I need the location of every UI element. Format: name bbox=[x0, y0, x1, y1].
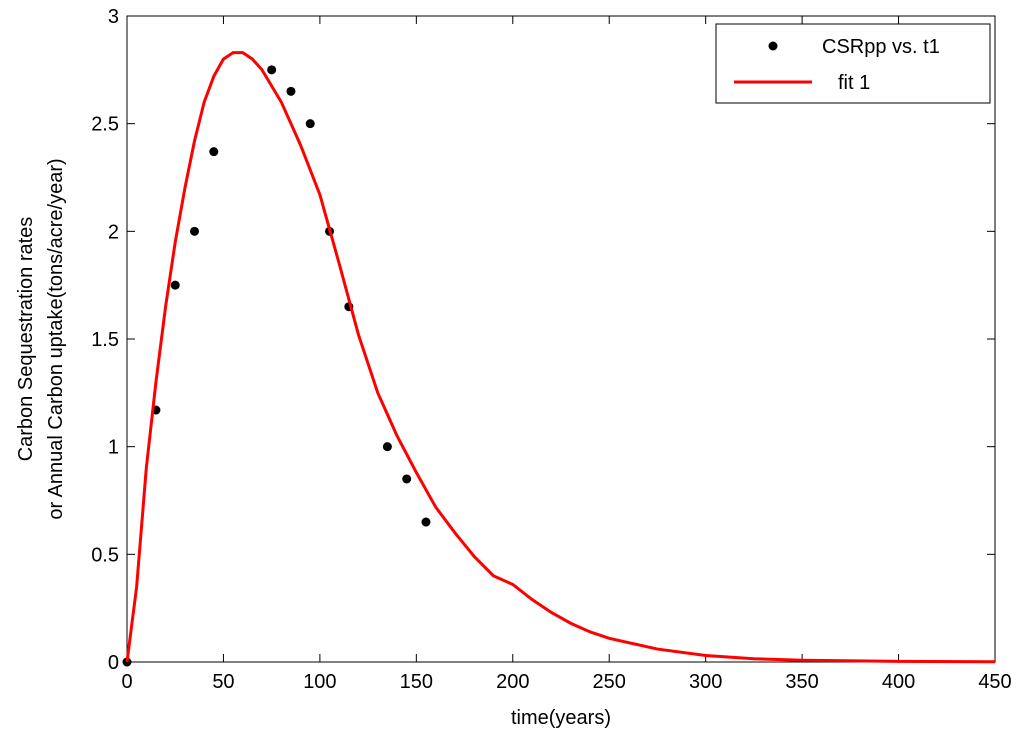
y-tick-label: 0 bbox=[108, 652, 119, 674]
x-tick-label: 400 bbox=[882, 671, 915, 693]
data-point bbox=[170, 280, 180, 290]
y-tick-label: 1 bbox=[108, 437, 119, 459]
legend-label: fit 1 bbox=[838, 72, 870, 94]
data-point bbox=[286, 86, 296, 96]
plot-area bbox=[126, 15, 996, 663]
x-tick-label: 200 bbox=[496, 671, 529, 693]
x-tick-label: 50 bbox=[212, 671, 234, 693]
data-point bbox=[402, 474, 412, 484]
x-tick-label: 300 bbox=[689, 671, 722, 693]
data-point bbox=[190, 226, 200, 236]
y-axis-label: or Annual Carbon uptake(tons/acre/year) bbox=[45, 158, 67, 519]
fit-line bbox=[125, 51, 996, 664]
y-tick-label: 3 bbox=[108, 6, 119, 28]
y-tick-label: 2.5 bbox=[91, 114, 119, 136]
x-tick-label: 150 bbox=[400, 671, 433, 693]
data-point bbox=[267, 65, 277, 75]
data-point bbox=[382, 442, 392, 452]
x-tick-label: 350 bbox=[785, 671, 818, 693]
x-tick-label: 450 bbox=[978, 671, 1011, 693]
legend-box bbox=[715, 23, 991, 104]
data-point bbox=[209, 147, 219, 157]
y-tick-label: 2 bbox=[108, 221, 119, 243]
y-tick-label: 0.5 bbox=[91, 544, 119, 566]
legend-marker bbox=[768, 41, 778, 51]
x-tick-label: 0 bbox=[121, 671, 132, 693]
legend-label: CSRpp vs. t1 bbox=[822, 36, 940, 58]
data-point bbox=[421, 517, 431, 527]
x-axis-label: time(years) bbox=[511, 707, 611, 729]
x-tick-label: 100 bbox=[303, 671, 336, 693]
data-point bbox=[305, 119, 315, 129]
x-tick-label: 250 bbox=[593, 671, 626, 693]
y-axis-label: Carbon Sequestration rates bbox=[15, 217, 37, 462]
y-tick-label: 1.5 bbox=[91, 329, 119, 351]
